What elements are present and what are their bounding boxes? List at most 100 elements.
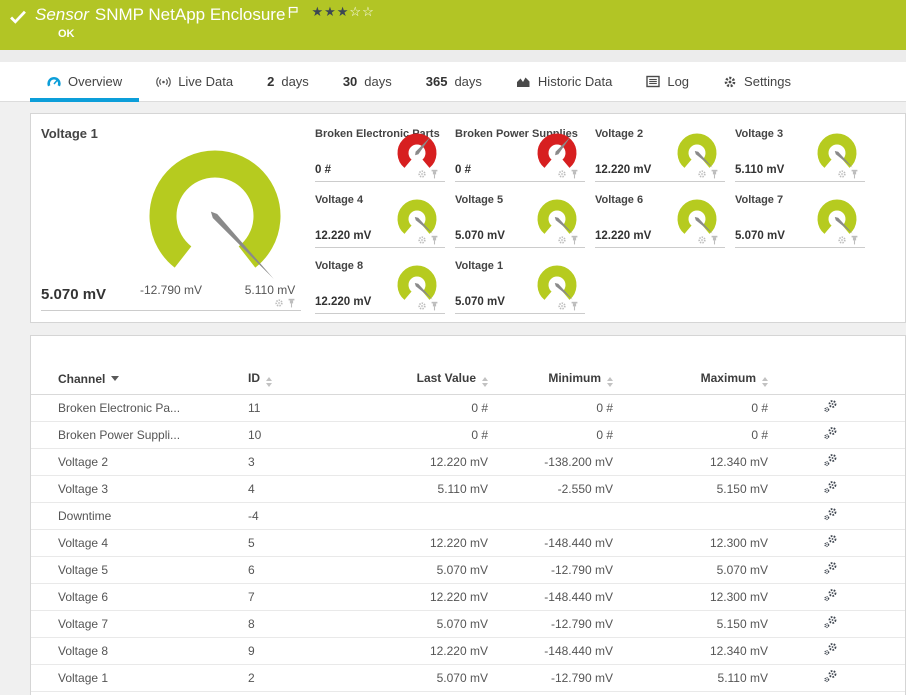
cell-last-value: 12.220 mV xyxy=(363,448,488,476)
sort-toggle-icon xyxy=(482,376,488,387)
channel-settings-gears-icon[interactable] xyxy=(823,561,838,576)
gauge-pin-icon[interactable] xyxy=(710,235,719,245)
cell-minimum: 0 # xyxy=(488,394,613,422)
gauge-pin-icon[interactable] xyxy=(430,235,439,245)
table-row[interactable]: Voltage 4 5 12.220 mV -148.440 mV 12.300 mV xyxy=(31,529,905,557)
gauge-settings-gear-icon[interactable] xyxy=(417,169,427,179)
mini-gauge-voltage-5[interactable]: Voltage 5 5.070 mV xyxy=(453,190,593,256)
mini-gauge-dial xyxy=(671,130,723,181)
mini-gauge-voltage-3[interactable]: Voltage 3 5.110 mV xyxy=(733,124,873,190)
primary-gauge[interactable]: Voltage 1 -12.790 mV 5.110 mV 5.070 mV xyxy=(31,114,313,322)
channel-settings-gears-icon[interactable] xyxy=(823,507,838,522)
tab-live-data[interactable]: Live Data xyxy=(139,62,250,101)
mini-gauge-underline xyxy=(735,247,865,248)
column-header-channel[interactable]: Channel xyxy=(31,364,248,395)
gauge-settings-gear-icon[interactable] xyxy=(557,301,567,311)
cell-channel: Voltage 6 xyxy=(31,583,248,611)
table-row[interactable]: Downtime -4 xyxy=(31,502,905,530)
gauge-settings-gear-icon[interactable] xyxy=(837,235,847,245)
gauge-pin-icon[interactable] xyxy=(850,169,859,179)
mini-gauge-voltage-6[interactable]: Voltage 6 12.220 mV xyxy=(593,190,733,256)
gauge-pin-icon[interactable] xyxy=(287,298,296,308)
gauge-settings-gear-icon[interactable] xyxy=(557,235,567,245)
column-header-actions xyxy=(768,364,905,395)
channel-settings-gears-icon[interactable] xyxy=(823,399,838,414)
gauge-pin-icon[interactable] xyxy=(430,169,439,179)
tab-historic-data[interactable]: Historic Data xyxy=(499,62,629,101)
mini-gauge-voltage-7[interactable]: Voltage 7 5.070 mV xyxy=(733,190,873,256)
gauge-pin-icon[interactable] xyxy=(570,235,579,245)
tab-label: days xyxy=(281,74,309,89)
table-row[interactable]: Voltage 1 2 5.070 mV -12.790 mV 5.110 mV xyxy=(31,664,905,692)
cell-maximum: 12.340 mV xyxy=(613,637,768,665)
cell-maximum: 5.150 mV xyxy=(613,475,768,503)
star-empty-icon[interactable]: ☆ xyxy=(349,4,363,19)
gauge-pin-icon[interactable] xyxy=(430,301,439,311)
mini-gauge-title: Voltage 4 xyxy=(315,194,364,206)
column-header-min[interactable]: Minimum xyxy=(488,364,613,395)
tab-overview[interactable]: Overview xyxy=(30,62,140,102)
channel-settings-gears-icon[interactable] xyxy=(823,615,838,630)
mini-gauge-underline xyxy=(315,247,445,248)
table-row[interactable]: Broken Power Suppli... 10 0 #0 #0 # xyxy=(31,421,905,449)
tab-365-days[interactable]: 365 days xyxy=(409,62,499,101)
mini-gauge-voltage-8[interactable]: Voltage 8 12.220 mV xyxy=(313,256,453,322)
cell-last-value: 5.070 mV xyxy=(363,664,488,692)
mini-gauge-broken-power-supplies[interactable]: Broken Power Supplies 0 # xyxy=(453,124,593,190)
star-empty-icon[interactable]: ☆ xyxy=(362,4,375,19)
channel-settings-gears-icon[interactable] xyxy=(823,642,838,657)
gauge-settings-gear-icon[interactable] xyxy=(417,301,427,311)
column-header-max[interactable]: Maximum xyxy=(613,364,768,395)
cell-maximum: 12.300 mV xyxy=(613,529,768,557)
channel-settings-gears-icon[interactable] xyxy=(823,534,838,549)
tab-bar: Overview Live Data 2 days 30 days 365 days Histo… xyxy=(0,62,906,102)
gauge-pin-icon[interactable] xyxy=(710,169,719,179)
gauge-settings-gear-icon[interactable] xyxy=(417,235,427,245)
gauge-settings-gear-icon[interactable] xyxy=(837,169,847,179)
column-header-last[interactable]: Last Value xyxy=(363,364,488,395)
log-icon xyxy=(646,75,661,88)
channel-settings-gears-icon[interactable] xyxy=(823,453,838,468)
flag-icon[interactable] xyxy=(288,6,299,19)
gauge-settings-gear-icon[interactable] xyxy=(274,298,284,308)
gauge-settings-gear-icon[interactable] xyxy=(697,169,707,179)
star-filled-icon[interactable]: ★ xyxy=(311,4,325,19)
mini-gauge-dial xyxy=(391,196,443,247)
channel-settings-gears-icon[interactable] xyxy=(823,669,838,684)
mini-gauge-broken-electronic-parts[interactable]: Broken Electronic Parts 0 # xyxy=(313,124,453,190)
tab-30-days[interactable]: 30 days xyxy=(326,62,409,101)
table-row[interactable]: Voltage 7 8 5.070 mV -12.790 mV 5.150 mV xyxy=(31,610,905,638)
tab-log[interactable]: Log xyxy=(629,62,706,101)
cell-last-value: 0 # xyxy=(363,394,488,422)
gauge-pin-icon[interactable] xyxy=(850,235,859,245)
table-row[interactable]: Voltage 6 7 12.220 mV -148.440 mV 12.300 mV xyxy=(31,583,905,611)
cell-last-value: 5.110 mV xyxy=(363,475,488,503)
star-filled-icon[interactable]: ★ xyxy=(336,4,350,19)
mini-gauge-value: 5.110 mV xyxy=(735,164,785,176)
table-row[interactable]: Voltage 3 4 5.110 mV -2.550 mV 5.150 mV xyxy=(31,475,905,503)
table-row[interactable]: Voltage 5 6 5.070 mV -12.790 mV 5.070 mV xyxy=(31,556,905,584)
gauge-pin-icon[interactable] xyxy=(570,301,579,311)
table-row[interactable]: Voltage 2 3 12.220 mV -138.200 mV 12.340 mV xyxy=(31,448,905,476)
mini-gauge-voltage-1[interactable]: Voltage 1 5.070 mV xyxy=(453,256,593,322)
gauge-pin-icon[interactable] xyxy=(570,169,579,179)
tab-label: Log xyxy=(667,74,690,89)
channel-settings-gears-icon[interactable] xyxy=(823,426,838,441)
gauge-settings-gear-icon[interactable] xyxy=(557,169,567,179)
mini-gauge-value: 12.220 mV xyxy=(315,296,372,308)
gauge-settings-gear-icon[interactable] xyxy=(697,235,707,245)
mini-gauge-underline xyxy=(455,181,585,182)
star-filled-icon[interactable]: ★ xyxy=(324,4,337,19)
tab-settings[interactable]: Settings xyxy=(706,62,808,101)
table-row[interactable]: Voltage 8 9 12.220 mV -148.440 mV 12.340 mV xyxy=(31,637,905,665)
cell-channel: Voltage 4 xyxy=(31,529,248,557)
channel-settings-gears-icon[interactable] xyxy=(823,480,838,495)
table-row[interactable]: Broken Electronic Pa... 11 0 #0 #0 # xyxy=(31,394,905,422)
channel-settings-gears-icon[interactable] xyxy=(823,588,838,603)
mini-gauge-voltage-4[interactable]: Voltage 4 12.220 mV xyxy=(313,190,453,256)
column-header-id[interactable]: ID xyxy=(248,364,363,395)
priority-stars[interactable]: ★★★☆☆ xyxy=(311,5,374,19)
mini-gauge-voltage-2[interactable]: Voltage 2 12.220 mV xyxy=(593,124,733,190)
tab-2-days[interactable]: 2 days xyxy=(250,62,326,101)
channels-panel: Channel ID Last Value Minimum Maximum Broken… xyxy=(30,335,906,695)
